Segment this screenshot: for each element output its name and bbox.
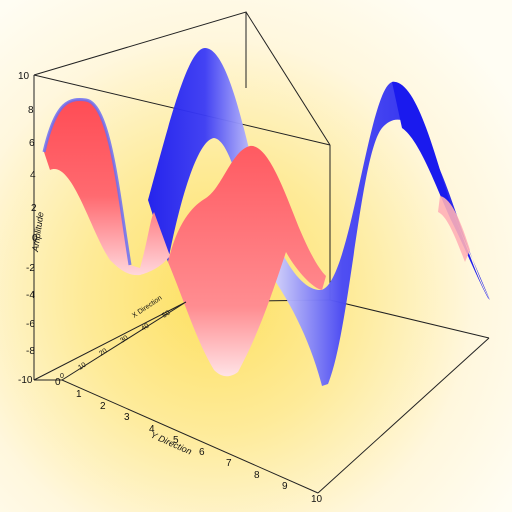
z-axis-title: Amplitude bbox=[30, 211, 46, 253]
surface bbox=[42, 48, 490, 386]
wall-diagonal-edge bbox=[245, 11, 331, 146]
z-tick-0: 0 bbox=[32, 233, 38, 244]
x-tick-40: 40 bbox=[140, 322, 150, 332]
z-tick-n10: -10 bbox=[18, 375, 33, 386]
x-tick-0: 0 bbox=[60, 373, 64, 380]
z-tick-8: 8 bbox=[28, 105, 34, 116]
z-tick-2: 2 bbox=[31, 203, 37, 214]
y-tick-8: 8 bbox=[254, 470, 260, 481]
z-axis: 10 8 6 4 2 0 -2 -4 -6 -8 -10 Amplitude bbox=[18, 71, 46, 386]
z-tick-n8: -8 bbox=[26, 346, 35, 357]
floor-frame bbox=[61, 299, 490, 494]
z-tick-n4: -4 bbox=[26, 290, 35, 301]
surface-red-a bbox=[44, 99, 170, 276]
y-tick-7: 7 bbox=[226, 458, 232, 469]
surface-blue-right bbox=[392, 81, 490, 300]
x-tick-20: 20 bbox=[98, 347, 108, 357]
x-axis: 0 10 20 30 40 50 X Direction bbox=[60, 295, 172, 380]
surface-red-c bbox=[438, 196, 470, 262]
y-tick-5: 5 bbox=[173, 435, 179, 446]
y-tick-4: 4 bbox=[149, 424, 155, 435]
z-tick-6: 6 bbox=[29, 138, 35, 149]
y-tick-0: 0 bbox=[55, 377, 61, 388]
y-axis-title: Y Direction bbox=[149, 430, 193, 457]
z-tick-n2: -2 bbox=[26, 263, 35, 274]
y-tick-10: 10 bbox=[311, 494, 323, 505]
y-tick-9: 9 bbox=[282, 481, 288, 492]
y-tick-3: 3 bbox=[124, 412, 130, 423]
back-wall bbox=[33, 11, 490, 339]
y-axis: 0 1 2 3 4 5 6 7 8 9 10 Y Direction bbox=[55, 377, 323, 505]
surface-blue-back-a bbox=[148, 48, 262, 262]
z-tick-n6: -6 bbox=[26, 319, 35, 330]
x-tick-30: 30 bbox=[119, 334, 129, 344]
y-tick-6: 6 bbox=[199, 447, 205, 458]
front-frame bbox=[33, 75, 187, 381]
y-tick-2: 2 bbox=[100, 401, 106, 412]
z-tick-10: 10 bbox=[18, 71, 30, 82]
surface-red-b bbox=[168, 145, 326, 377]
y-tick-1: 1 bbox=[76, 389, 82, 400]
surface-blue-back-b bbox=[262, 81, 490, 386]
x-tick-50: 50 bbox=[161, 309, 171, 319]
z-tick-4: 4 bbox=[30, 170, 36, 181]
x-tick-10: 10 bbox=[77, 361, 87, 371]
